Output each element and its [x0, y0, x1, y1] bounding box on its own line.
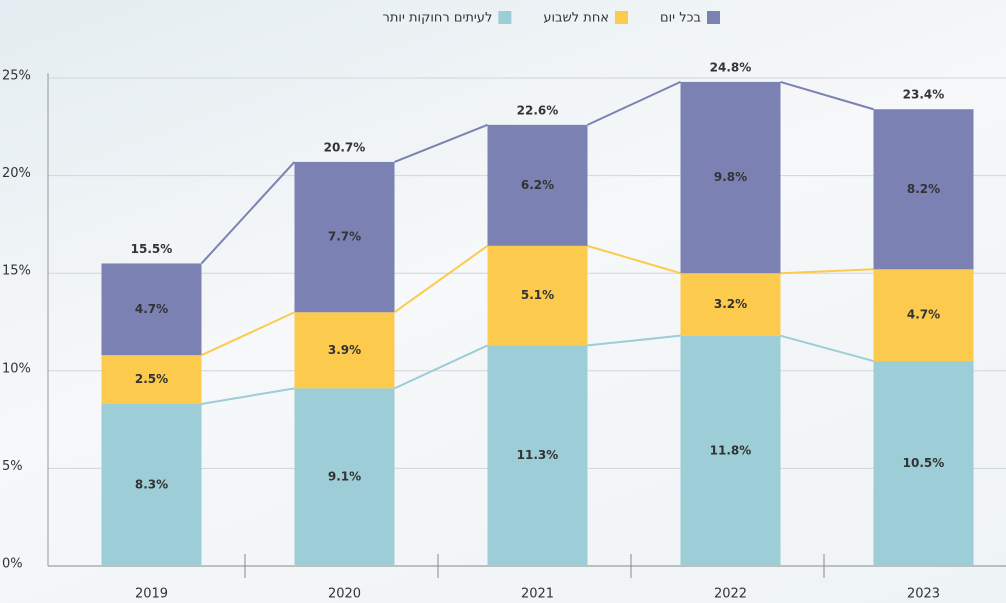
connector-line	[201, 311, 295, 357]
bar-segment	[487, 245, 588, 346]
connector-line	[200, 161, 296, 265]
bar-segment	[487, 345, 588, 566]
bar-segment	[294, 161, 395, 313]
bar-segment	[873, 361, 974, 566]
data-label: 11.8%	[710, 443, 752, 457]
connector-line	[393, 245, 489, 314]
bar-segment	[680, 81, 781, 274]
x-tick-label: 2022	[714, 587, 747, 602]
legend-swatch	[498, 11, 512, 24]
data-label: 10.5%	[903, 456, 945, 470]
connector-line	[587, 80, 681, 126]
data-label: 7.7%	[328, 230, 361, 244]
data-label: 8.2%	[907, 182, 940, 196]
connector-line	[394, 344, 488, 390]
data-label: 3.2%	[714, 297, 747, 311]
bar-segment	[873, 269, 974, 362]
connector-line	[780, 334, 874, 363]
y-tick-label: 10%	[2, 361, 31, 376]
legend-swatch	[615, 11, 628, 24]
y-tick-label: 0%	[2, 557, 23, 572]
total-label: 15.5%	[131, 242, 173, 256]
bar-segment	[487, 124, 588, 246]
x-tick-label: 2021	[521, 587, 554, 602]
x-tick-label: 2020	[328, 587, 361, 602]
total-label: 22.6%	[517, 103, 559, 117]
connector-line	[587, 334, 681, 347]
data-label: 2.5%	[135, 372, 168, 386]
y-tick-label: 25%	[2, 69, 31, 84]
data-label: 9.8%	[714, 170, 747, 184]
data-label: 4.7%	[135, 302, 168, 316]
data-label: 9.1%	[328, 470, 361, 484]
bar-segment	[294, 312, 395, 389]
y-tick-label: 15%	[2, 264, 31, 279]
total-label: 20.7%	[324, 140, 366, 154]
data-label: 8.3%	[135, 477, 168, 491]
legend-swatch	[707, 11, 720, 24]
x-tick-label: 2023	[907, 587, 940, 602]
x-tick-label: 2019	[135, 587, 168, 602]
connector-line	[780, 268, 874, 275]
data-label: 3.9%	[328, 343, 361, 357]
legend-label: לעיתים רחוקות יותר	[383, 11, 493, 26]
total-label: 23.4%	[903, 88, 945, 102]
total-label: 24.8%	[710, 60, 752, 74]
legend-label: בכל יום	[660, 11, 701, 26]
bar-segment	[680, 335, 781, 566]
y-tick-label: 20%	[2, 166, 31, 181]
connector-line	[780, 80, 874, 111]
y-tick-label: 5%	[2, 459, 23, 474]
connector-line	[587, 244, 681, 275]
data-label: 5.1%	[521, 288, 554, 302]
data-label: 4.7%	[907, 308, 940, 322]
bar-segment	[680, 273, 781, 336]
bar-segment	[101, 263, 202, 356]
bar-segment	[294, 388, 395, 566]
bar-segment	[101, 403, 202, 566]
connector-line	[201, 387, 295, 405]
data-label: 6.2%	[521, 178, 554, 192]
data-label: 11.3%	[517, 448, 559, 462]
connector-line	[394, 123, 488, 163]
legend-label: אחת לשבוע	[543, 11, 609, 26]
bar-segment	[101, 355, 202, 404]
bar-segment	[873, 109, 974, 270]
